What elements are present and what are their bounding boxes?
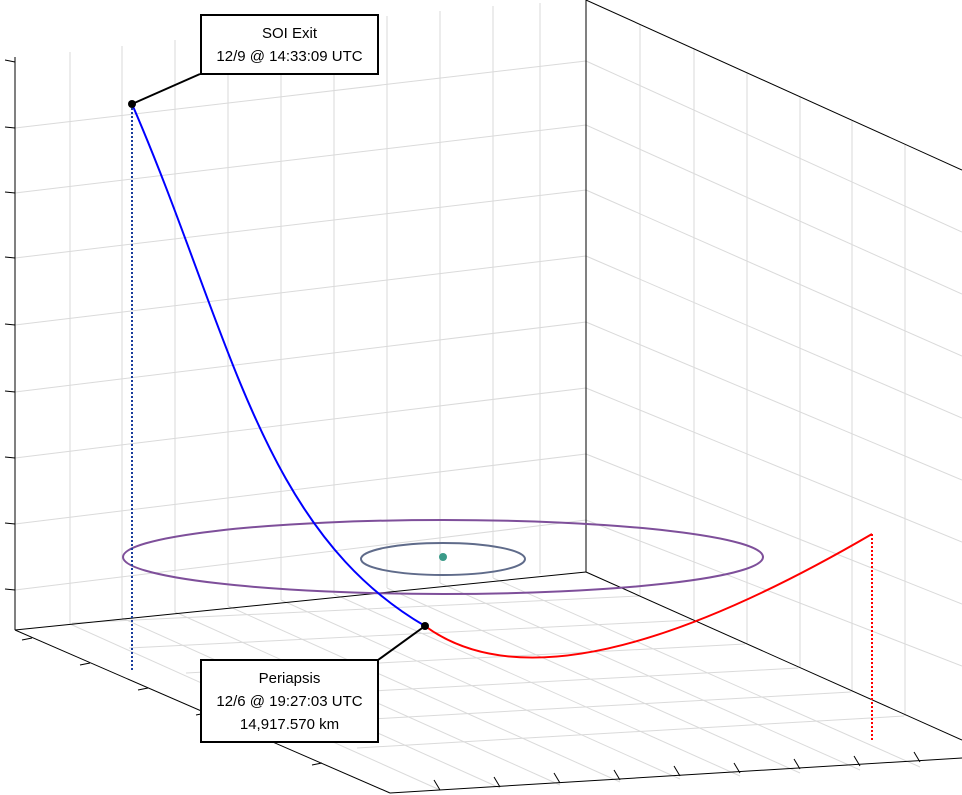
floor-grid — [69, 577, 921, 791]
soi-exit-time: 12/9 @ 14:33:09 UTC — [216, 48, 363, 65]
arrival-trajectory — [424, 533, 873, 659]
departure-trajectory — [131, 103, 426, 627]
periapsis-leader — [377, 625, 426, 661]
soi-exit-marker — [128, 100, 136, 108]
periapsis-callout: Periapsis 12/6 @ 19:27:03 UTC 14,917.570… — [200, 659, 379, 743]
axes-frame — [14, 0, 962, 794]
inner-orbit — [360, 542, 526, 576]
axis-ticks — [4, 59, 921, 791]
soi-exit-callout: SOI Exit 12/9 @ 14:33:09 UTC — [200, 14, 379, 75]
back-left-wall-grid — [14, 3, 587, 624]
periapsis-title: Periapsis — [258, 670, 321, 687]
periapsis-altitude: 14,917.570 km — [239, 716, 340, 733]
periapsis-time: 12/6 @ 19:27:03 UTC — [216, 693, 363, 710]
back-right-wall-grid — [585, 24, 962, 716]
soi-exit-title: SOI Exit — [261, 25, 317, 42]
central-body-marker — [439, 553, 447, 561]
outer-orbit — [122, 519, 764, 595]
soi-exit-leader — [131, 73, 201, 105]
periapsis-marker — [421, 622, 429, 630]
